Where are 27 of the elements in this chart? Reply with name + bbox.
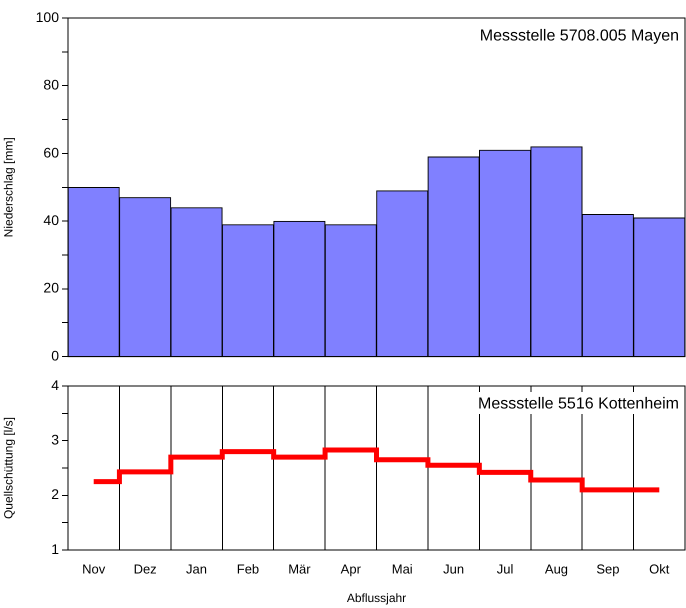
y-tick-label: 20 bbox=[43, 280, 60, 296]
y-tick-label: 4 bbox=[51, 376, 60, 393]
y-tick-label: 100 bbox=[36, 8, 60, 25]
x-tick-label: Aug bbox=[544, 561, 568, 576]
x-tick-label: Okt bbox=[649, 561, 670, 576]
y-tick-label: 0 bbox=[51, 347, 60, 364]
x-tick-label: Jun bbox=[443, 561, 464, 576]
x-tick-label: Sep bbox=[596, 561, 620, 576]
annotation: Messstelle 5516 Kottenheim bbox=[478, 395, 679, 412]
x-tick-label: Mär bbox=[288, 561, 312, 576]
x-tick-label: Apr bbox=[340, 561, 362, 576]
annotation: Messstelle 5708.005 Mayen bbox=[480, 27, 679, 44]
x-tick-label: Jan bbox=[186, 561, 208, 576]
y-tick-label: 1 bbox=[51, 540, 60, 557]
y-tick-label: 80 bbox=[43, 76, 60, 93]
x-axis-title: Abflussjahr bbox=[346, 591, 406, 606]
x-tick-label: Mai bbox=[392, 561, 413, 576]
x-tick-label: Nov bbox=[82, 561, 106, 576]
y-tick-label: 40 bbox=[43, 212, 60, 228]
y-axis-title: Niederschlag [mm] bbox=[2, 137, 16, 238]
x-tick-label: Dez bbox=[134, 561, 157, 576]
y-tick-label: 3 bbox=[51, 432, 60, 448]
x-tick-label: Jul bbox=[496, 561, 514, 576]
y-tick-label: 60 bbox=[43, 144, 60, 160]
x-tick-label: Feb bbox=[236, 561, 260, 576]
y-axis-title: Quellschüttung [l/s] bbox=[2, 416, 16, 520]
y-tick-label: 2 bbox=[51, 486, 60, 502]
